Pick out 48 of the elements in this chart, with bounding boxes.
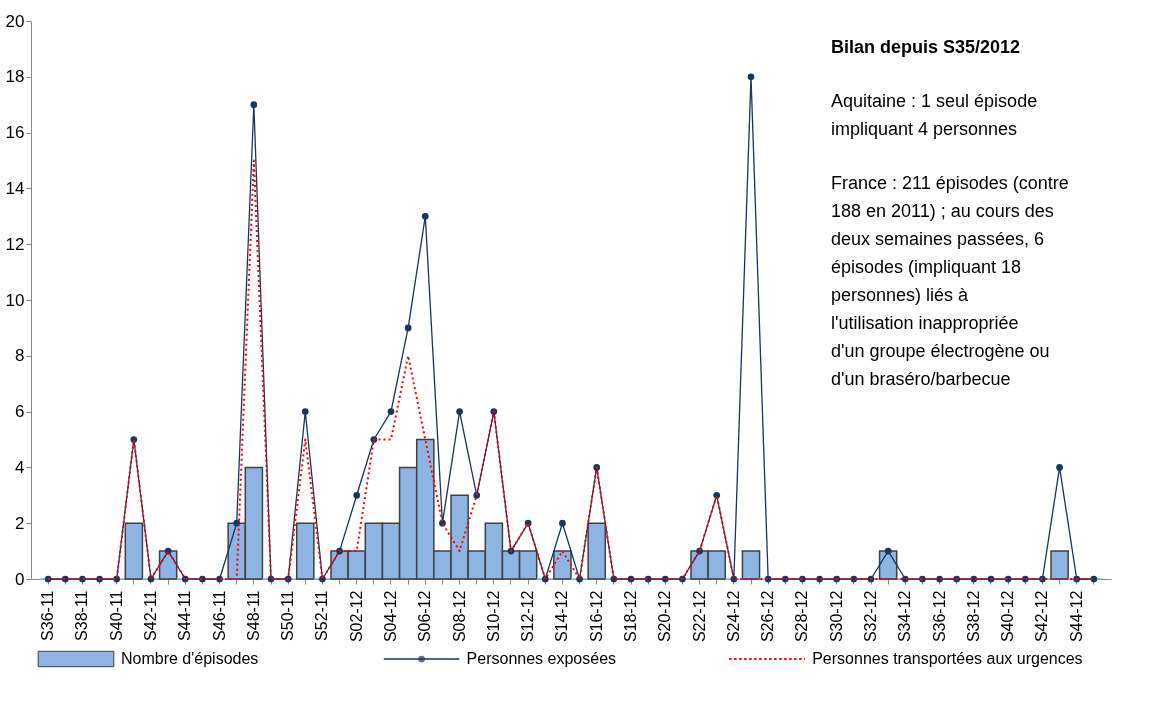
x-tick-label: S42-11	[142, 590, 159, 641]
x-tick-label: S44-12	[1067, 590, 1085, 643]
x-tick-label: S50-11	[279, 590, 297, 641]
x-tick-label: S04-12	[382, 590, 399, 643]
x-tick-label: S02-12	[347, 590, 365, 643]
annotation: Bilan depuis S35/2012	[831, 37, 1021, 57]
x-tick-label: S44-11	[176, 590, 194, 641]
y-tick-label: 6	[15, 402, 25, 422]
x-tick-label: S40-11	[107, 590, 125, 641]
y-tick-label: 20	[5, 11, 25, 31]
x-tick-label: S06-12	[416, 590, 434, 643]
y-tick-label: 0	[15, 569, 25, 589]
x-tick-label: S40-12	[999, 590, 1017, 643]
x-tick-label: S38-11	[73, 590, 91, 641]
x-tick-label: S08-12	[450, 590, 468, 643]
y-tick-label: 12	[5, 234, 25, 254]
y-tick-label: 14	[5, 178, 25, 198]
x-tick-label: S28-12	[793, 590, 811, 643]
y-tick-label: 10	[5, 290, 25, 310]
x-tick-label: S22-12	[690, 590, 708, 643]
annotation: France : 211 épisodes (contre 188 en 2011) ; au cours des deux semaines passées, 6 épisodes (impliquant 18 personnes) liés à l'utilisation inappropriée d'un groupe électrogène ou d'un braséro/barbecue	[831, 173, 1069, 389]
y-tick-label: 16	[5, 123, 25, 143]
x-tick-label: S46-11	[210, 590, 228, 641]
x-tick-label: S42-12	[1033, 590, 1051, 643]
x-tick-label: S36-12	[930, 590, 948, 643]
x-tick-label: S14-12	[553, 590, 571, 643]
y-tick-label: 2	[15, 513, 25, 533]
x-tick-label: S32-12	[862, 590, 879, 643]
x-tick-label: S48-11	[244, 590, 262, 641]
x-tick-label: S20-12	[656, 590, 674, 643]
annotation: Aquitaine : 1 seul épisode impliquant 4 personnes	[831, 91, 1038, 139]
x-tick-label: S12-12	[519, 590, 537, 643]
x-tick-label: S36-11	[39, 590, 57, 641]
x-tick-label: S24-12	[724, 590, 742, 643]
x-tick-label: S52-11	[313, 590, 331, 641]
y-tick-label: 8	[15, 346, 25, 366]
x-tick-label: S26-12	[759, 590, 777, 643]
legend-label: Personnes exposées	[466, 650, 617, 667]
x-tick-label: S16-12	[587, 590, 605, 643]
x-tick-label: S30-12	[827, 590, 845, 643]
legend-label: Nombre d'épisodes	[121, 650, 259, 667]
y-tick-label: 4	[15, 457, 25, 477]
legend-label: Personnes transportées aux urgences	[812, 650, 1083, 667]
x-tick-label: S10-12	[484, 590, 502, 643]
y-tick-label: 18	[5, 67, 25, 87]
x-tick-label: S38-12	[964, 590, 982, 643]
x-tick-label: S18-12	[622, 590, 639, 643]
x-tick-label: S34-12	[896, 590, 914, 643]
